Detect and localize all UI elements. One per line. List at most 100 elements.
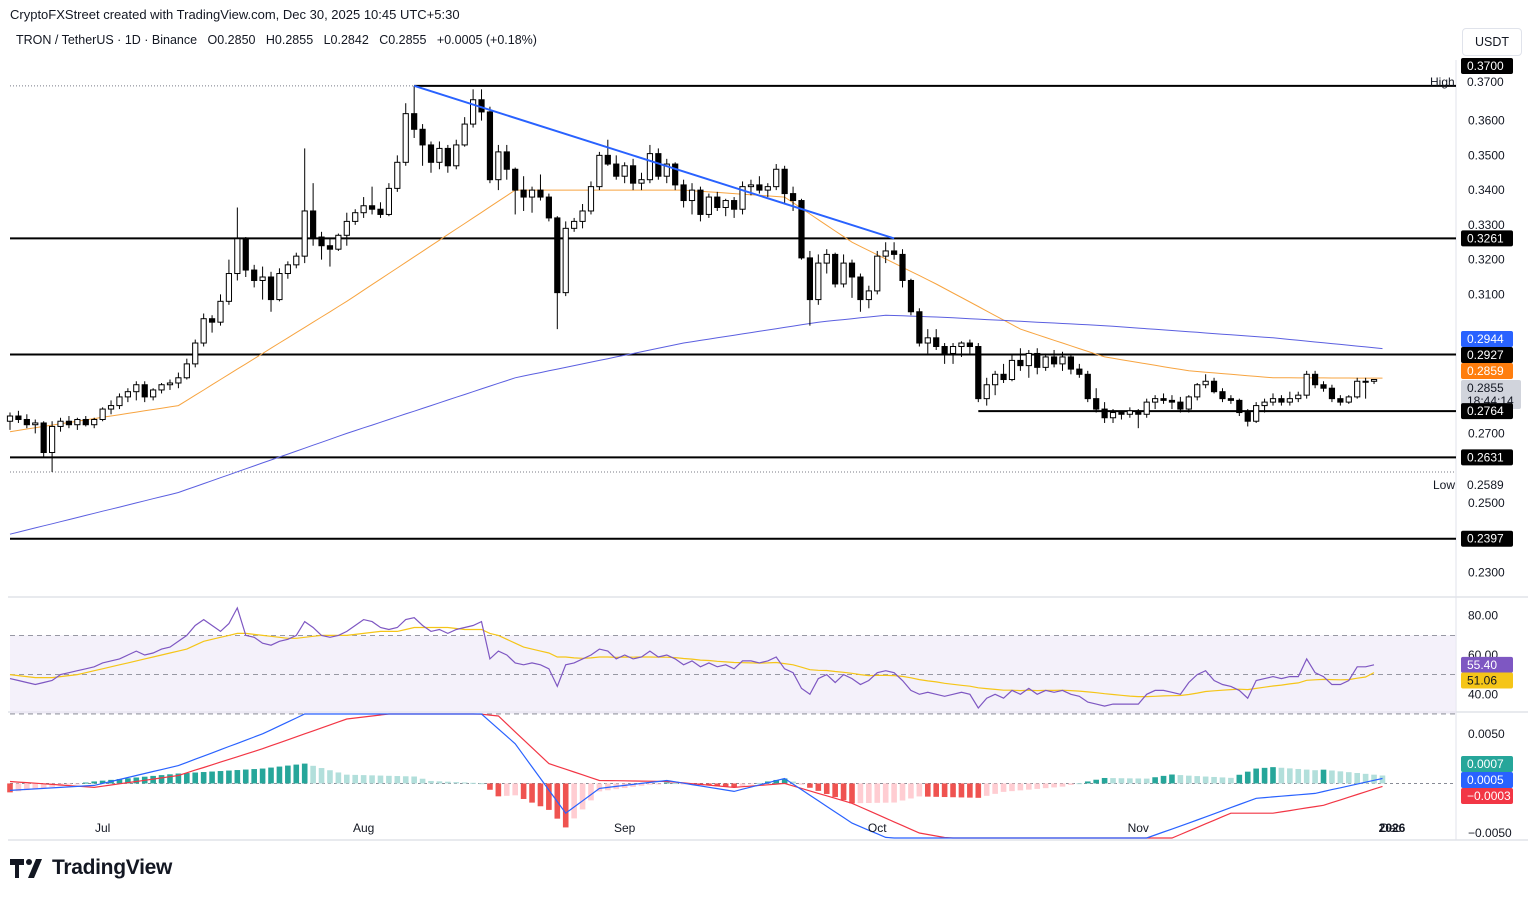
candle-up (32, 422, 39, 426)
candle-down (832, 253, 839, 285)
price-badge-bg (1461, 403, 1513, 420)
macd-histogram-bar (428, 780, 434, 784)
candle-up (234, 238, 241, 275)
macd-histogram-bar (823, 783, 830, 794)
candle-down (411, 113, 418, 130)
currency-selector[interactable]: USDT (1462, 28, 1522, 56)
rsi-value-badge: 55.40 (1467, 658, 1497, 672)
macd-line (9, 713, 1383, 839)
candle-up (1295, 394, 1302, 400)
symbol-label[interactable]: TRON / TetherUS · 1D · Binance (16, 33, 198, 47)
candle-down (1034, 352, 1041, 368)
macd-histogram-bar (234, 770, 241, 784)
candle-up (166, 382, 174, 386)
macd-histogram-bar (285, 765, 291, 784)
macd-histogram-bar (1076, 783, 1083, 785)
macd-histogram-bar (748, 783, 754, 785)
macd-histogram-bar (251, 769, 257, 784)
macd-histogram-bar (983, 783, 990, 796)
candle-down (1000, 373, 1007, 381)
candle-down (377, 208, 384, 215)
macd-histogram-bar (596, 783, 603, 792)
macd-tick: 0.0050 (1468, 727, 1505, 741)
candle-up (688, 189, 696, 202)
price-tick: 0.3100 (1468, 287, 1505, 301)
candle-up (882, 250, 889, 257)
candle-up (200, 318, 207, 344)
candle-up (747, 184, 755, 188)
macd-histogram-bar (1143, 778, 1150, 784)
tradingview-logo[interactable]: TradingView (10, 856, 172, 880)
macd-histogram-bar (529, 783, 535, 803)
candle-up (150, 389, 157, 398)
candle-down (848, 262, 856, 278)
macd-histogram-bar (352, 774, 359, 784)
macd-histogram-bar (722, 783, 729, 787)
candle-down (1312, 373, 1319, 386)
macd-histogram-bar (175, 773, 182, 784)
candle-up (1008, 359, 1016, 381)
macd-histogram-bar (1236, 774, 1243, 784)
macd-histogram-bar (992, 783, 998, 794)
macd-histogram-bar (630, 783, 636, 787)
candle-up (1354, 380, 1361, 398)
macd-histogram-badge-bg (1461, 756, 1513, 772)
macd-histogram-bar (402, 776, 409, 784)
macd-histogram-bar (1329, 770, 1335, 784)
macd-histogram-bar (1127, 778, 1133, 784)
rsi-value-badge-bg (1461, 656, 1513, 673)
price-tick: 0.3200 (1468, 253, 1505, 267)
candle-up (924, 337, 931, 344)
symbol-legend: TRON / TetherUS · 1D · Binance O0.2850 H… (16, 33, 537, 47)
candle-down (1177, 401, 1184, 410)
candle-up (1362, 380, 1369, 383)
macd-histogram-bar (950, 783, 956, 798)
macd-histogram-bar (1194, 776, 1201, 784)
candle-down (486, 111, 494, 181)
macd-histogram-bar (377, 775, 384, 784)
candle-down (604, 154, 611, 165)
macd-histogram-bar (756, 782, 763, 784)
macd-histogram-bar (1051, 783, 1057, 788)
candle-down (1227, 398, 1235, 401)
macd-histogram-bar (461, 782, 468, 784)
candle-down (789, 193, 797, 202)
last-price-badge: 0.2855 (1467, 381, 1504, 395)
candle-down (1210, 380, 1218, 393)
macd-histogram-bar (1202, 776, 1209, 784)
macd-signal-badge: −0.0003 (1467, 789, 1511, 803)
candle-down (15, 415, 22, 420)
time-axis-label: Jul (95, 821, 110, 835)
candle-up (453, 144, 460, 167)
candle-up (385, 187, 392, 215)
candle-up (49, 425, 56, 454)
candle-up (192, 342, 199, 365)
candle-down (857, 276, 864, 301)
macd-histogram-bar (487, 783, 493, 790)
candle-up (587, 186, 595, 212)
candle-down (242, 238, 249, 271)
macd-histogram-bar (158, 775, 165, 784)
candle-up (116, 396, 123, 407)
price-tick: 0.2700 (1468, 426, 1505, 440)
candle-up (461, 123, 468, 146)
price-tick: 0.3400 (1468, 183, 1505, 197)
macd-histogram-bar (24, 783, 30, 791)
candle-up (335, 234, 342, 250)
candle-down (1168, 399, 1176, 403)
candle-up (1025, 352, 1032, 367)
macd-histogram-bar (293, 764, 300, 784)
macd-histogram-bar (445, 781, 451, 784)
macd-histogram-bar (318, 768, 325, 784)
macd-histogram-bar (1000, 783, 1007, 792)
candle-up (773, 168, 780, 188)
candle-up (124, 391, 131, 398)
candle-up (74, 418, 81, 426)
tradingview-logo-icon (10, 859, 42, 878)
candle-up (91, 418, 98, 426)
price-badge-high-bg (1461, 58, 1513, 74)
macd-histogram-bar (840, 783, 847, 801)
low-annotation-label: Low (1433, 478, 1455, 492)
candle-up (1286, 398, 1293, 403)
